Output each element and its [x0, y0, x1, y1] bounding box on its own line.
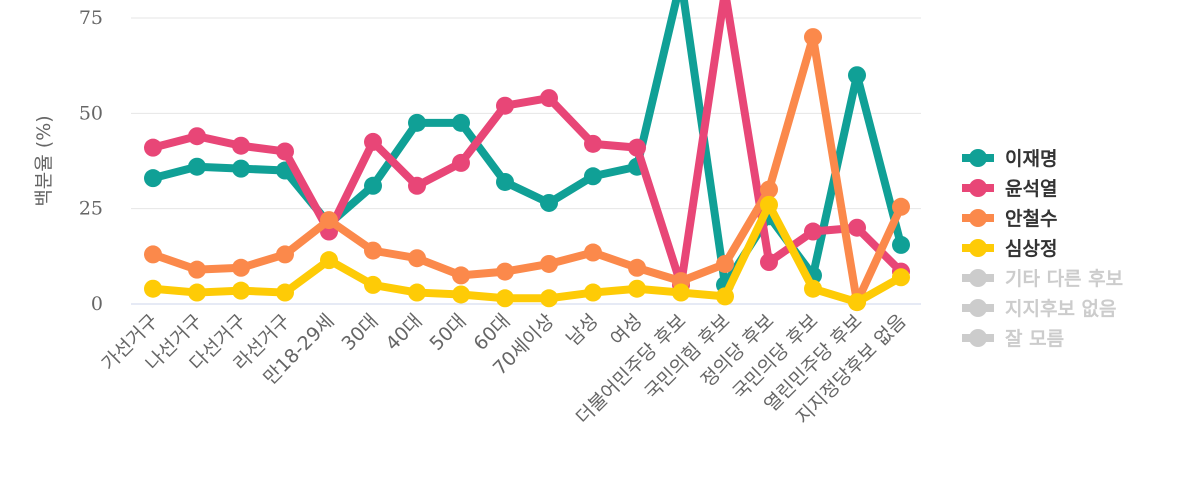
- data-point[interactable]: [760, 195, 778, 214]
- data-point[interactable]: [496, 289, 514, 308]
- data-point[interactable]: [848, 293, 866, 312]
- data-point[interactable]: [540, 193, 558, 212]
- data-point[interactable]: [408, 249, 426, 268]
- data-point[interactable]: [144, 245, 162, 264]
- series-group: [144, 0, 910, 312]
- data-point[interactable]: [892, 197, 910, 216]
- data-point[interactable]: [760, 180, 778, 199]
- data-point[interactable]: [364, 241, 382, 260]
- data-point[interactable]: [716, 287, 734, 306]
- y-axis-title: 백분율 (%): [33, 115, 55, 206]
- legend-label[interactable]: 이재명: [1005, 148, 1057, 170]
- legend-item[interactable]: 윤석열: [962, 178, 1057, 200]
- data-point[interactable]: [540, 289, 558, 308]
- data-point[interactable]: [408, 283, 426, 302]
- data-point[interactable]: [628, 279, 646, 298]
- legend-marker-icon: [969, 179, 987, 197]
- legend-item[interactable]: 이재명: [962, 148, 1057, 170]
- data-point[interactable]: [892, 268, 910, 287]
- data-point[interactable]: [408, 113, 426, 132]
- data-point[interactable]: [540, 254, 558, 273]
- data-point[interactable]: [276, 245, 294, 264]
- data-point[interactable]: [232, 258, 250, 277]
- series-3[interactable]: [144, 195, 910, 312]
- series-line[interactable]: [152, 200, 903, 307]
- data-point[interactable]: [276, 283, 294, 302]
- legend-item[interactable]: 잘 모름: [962, 328, 1064, 350]
- data-point[interactable]: [628, 138, 646, 157]
- legend-item[interactable]: 안철수: [962, 208, 1057, 230]
- legend-marker-icon: [969, 299, 987, 317]
- data-point[interactable]: [584, 167, 602, 186]
- data-point[interactable]: [848, 218, 866, 237]
- data-point[interactable]: [232, 159, 250, 178]
- data-point[interactable]: [188, 260, 206, 279]
- data-point[interactable]: [848, 66, 866, 85]
- x-tick-label: 50대: [426, 310, 471, 355]
- legend-item[interactable]: 지지후보 없음: [962, 298, 1117, 320]
- data-point[interactable]: [364, 132, 382, 151]
- legend-label[interactable]: 잘 모름: [1005, 328, 1064, 350]
- data-point[interactable]: [452, 285, 470, 304]
- data-point[interactable]: [804, 222, 822, 241]
- x-tick-label: 40대: [382, 310, 427, 355]
- data-point[interactable]: [452, 266, 470, 285]
- x-tick-label: 30대: [338, 310, 383, 355]
- data-point[interactable]: [364, 275, 382, 294]
- legend-label[interactable]: 기타 다른 후보: [1005, 268, 1123, 290]
- data-point[interactable]: [760, 253, 778, 272]
- data-point[interactable]: [320, 211, 338, 230]
- legend-label[interactable]: 윤석열: [1005, 178, 1057, 200]
- data-point[interactable]: [452, 153, 470, 172]
- legend-marker-icon: [969, 269, 987, 287]
- x-axis: 가선거구나선거구다선거구라선거구만18-29세30대40대50대60대70세이상…: [98, 310, 911, 429]
- legend-label[interactable]: 안철수: [1005, 208, 1057, 230]
- y-tick-label: 50: [79, 102, 103, 124]
- legend-marker-icon: [969, 329, 987, 347]
- data-point[interactable]: [540, 89, 558, 108]
- data-point[interactable]: [188, 127, 206, 146]
- data-point[interactable]: [672, 283, 690, 302]
- data-point[interactable]: [144, 169, 162, 188]
- data-point[interactable]: [496, 96, 514, 115]
- data-point[interactable]: [584, 243, 602, 262]
- data-point[interactable]: [452, 113, 470, 132]
- legend-item[interactable]: 심상정: [962, 238, 1057, 260]
- data-point[interactable]: [584, 134, 602, 153]
- legend-item[interactable]: 기타 다른 후보: [962, 268, 1123, 290]
- data-point[interactable]: [804, 28, 822, 47]
- legend-marker-icon: [969, 149, 987, 167]
- grid: [131, 17, 921, 305]
- data-point[interactable]: [276, 142, 294, 161]
- data-point[interactable]: [232, 136, 250, 155]
- data-point[interactable]: [144, 138, 162, 157]
- y-tick-label: 75: [79, 7, 103, 29]
- data-point[interactable]: [892, 235, 910, 254]
- legend-marker-icon: [969, 209, 987, 227]
- legend-label[interactable]: 지지후보 없음: [1005, 298, 1117, 320]
- data-point[interactable]: [716, 254, 734, 273]
- data-point[interactable]: [188, 283, 206, 302]
- data-point[interactable]: [628, 258, 646, 277]
- data-point[interactable]: [496, 172, 514, 191]
- data-point[interactable]: [408, 176, 426, 195]
- y-tick-label: 0: [91, 293, 103, 315]
- data-point[interactable]: [364, 176, 382, 195]
- series-2[interactable]: [144, 28, 910, 312]
- data-point[interactable]: [584, 283, 602, 302]
- legend-label[interactable]: 심상정: [1005, 238, 1057, 260]
- y-axis: 0 25 50 75: [79, 7, 103, 315]
- y-tick-label: 25: [79, 198, 103, 220]
- data-point[interactable]: [804, 279, 822, 298]
- data-point[interactable]: [320, 251, 338, 270]
- data-point[interactable]: [232, 281, 250, 300]
- data-point[interactable]: [144, 279, 162, 298]
- data-point[interactable]: [496, 262, 514, 281]
- data-point[interactable]: [188, 157, 206, 176]
- x-tick-label: 남성: [562, 310, 602, 350]
- legend-marker-icon: [969, 239, 987, 257]
